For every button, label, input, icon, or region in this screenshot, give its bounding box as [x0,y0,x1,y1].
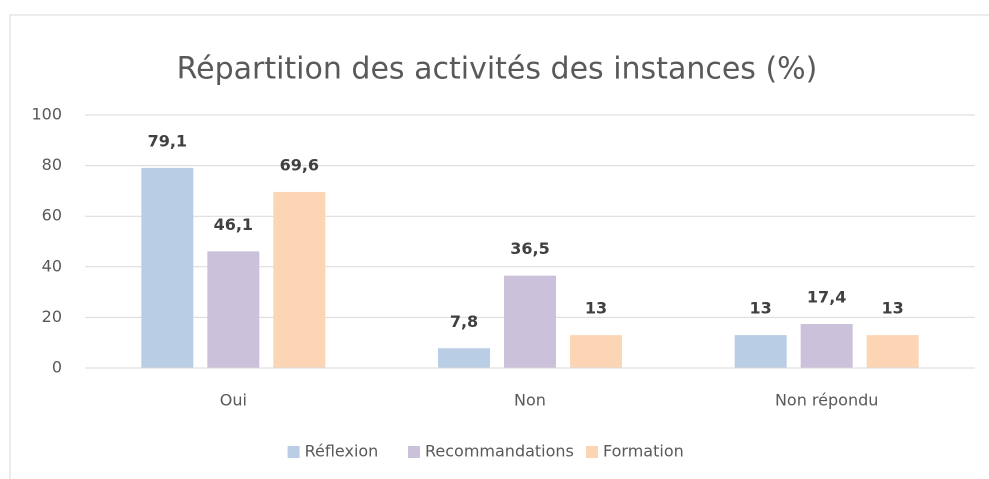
bar [866,335,919,368]
value-label: 36,5 [510,239,549,258]
x-tick-label: Oui [220,391,247,410]
value-label: 13 [882,299,904,318]
bar [141,167,194,368]
legend-swatch [586,446,598,458]
y-tick-label: 100 [31,105,62,124]
y-tick-label: 0 [52,358,62,377]
value-label: 17,4 [807,287,846,306]
y-tick-label: 40 [42,256,62,275]
legend-label: Formation [603,442,684,461]
bar [273,191,326,368]
x-tick-label: Non [514,391,546,410]
value-label: 7,8 [450,312,478,331]
y-tick-label: 80 [42,155,62,174]
x-tick-label: Non répondu [775,391,878,410]
legend-swatch [408,446,420,458]
bar [734,335,787,368]
legend-label: Recommandations [425,442,574,461]
bar [207,251,260,368]
value-label: 69,6 [280,155,319,174]
chart-title: Répartition des activités des instances … [177,52,818,87]
bar [504,275,556,368]
value-label: 13 [750,299,772,318]
y-tick-label: 60 [42,206,62,225]
value-label: 13 [585,299,607,318]
value-label: 79,1 [148,131,187,150]
legend-label: Réflexion [305,442,379,461]
value-label: 46,1 [214,215,253,234]
y-tick-label: 20 [42,307,62,326]
legend-swatch [287,446,300,458]
chart-frame [9,14,989,479]
bar [800,323,853,368]
bar [570,335,622,368]
bar [438,348,490,368]
